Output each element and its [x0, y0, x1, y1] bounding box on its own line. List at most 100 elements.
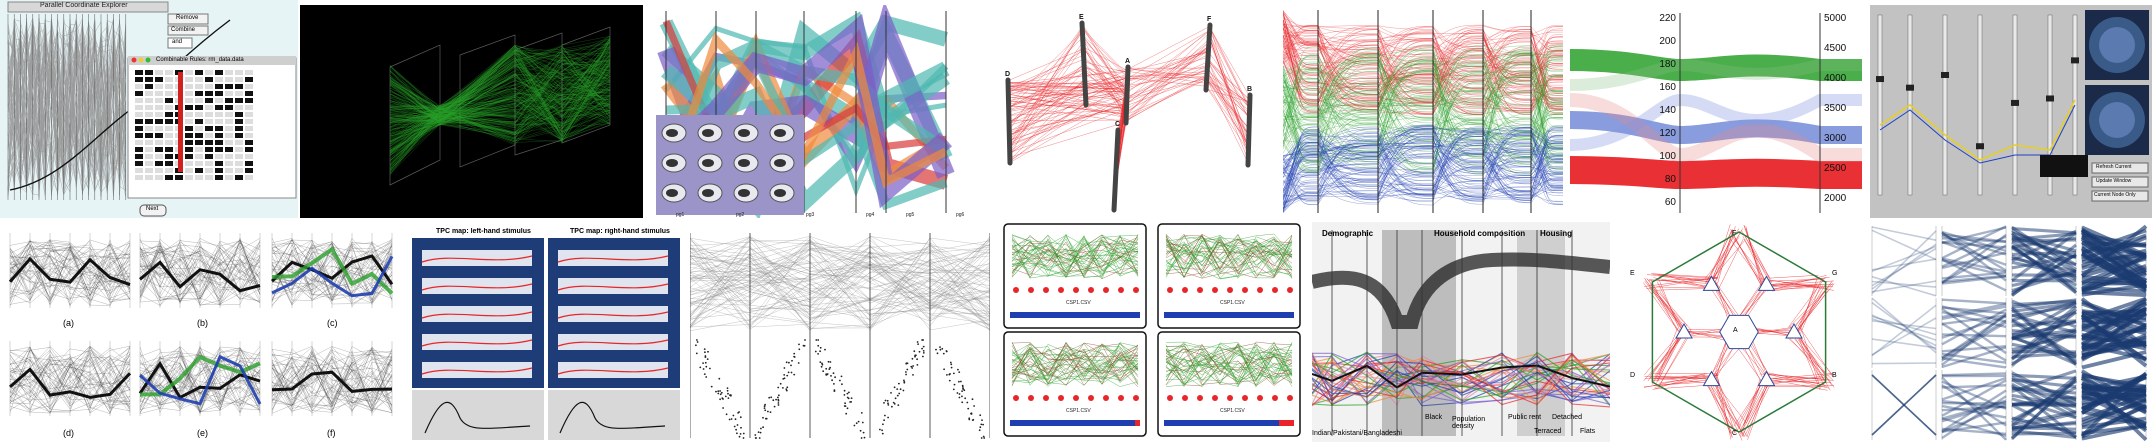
- label-a: (a): [63, 318, 74, 328]
- remove-button[interactable]: Remove: [176, 15, 199, 21]
- density-canvas: [1870, 224, 2148, 442]
- current-node-only-button[interactable]: Current Node Only: [2094, 192, 2136, 198]
- right-tick-label: 5000: [1824, 13, 1847, 24]
- left-tick-label: 160: [1659, 82, 1676, 93]
- density-cell: [1870, 226, 1938, 296]
- rules-grid: [135, 70, 253, 180]
- right-tick-label: 4000: [1824, 73, 1847, 84]
- ribbon-axis-labels: pg1 pg2 pg3 pg4 pg5 pg6: [676, 212, 965, 218]
- header-housing: Housing: [1540, 229, 1572, 238]
- density-cell: [1870, 298, 1938, 368]
- rgb-canvas: [1283, 10, 1563, 214]
- left-tick-label: 180: [1659, 59, 1676, 70]
- label-population-density: Population density: [1452, 416, 1486, 430]
- next-button[interactable]: Next: [146, 206, 159, 212]
- hex-shapes: [1651, 231, 1827, 433]
- tpc-left-title: TPC map: left-hand stimulus: [436, 228, 531, 235]
- pc-scatter-canvas: [690, 233, 990, 439]
- density-cell: [1870, 370, 1938, 440]
- right-tick-label: 3000: [1824, 133, 1847, 144]
- left-tick-label: 100: [1659, 151, 1676, 162]
- 3d-green-lines: [389, 35, 611, 176]
- box-caption: CSP1.CSV: [1220, 300, 1245, 306]
- panel-parallel-coordinate-explorer: Parallel Coordinate Explorer Remove Comb…: [0, 0, 298, 218]
- label-detached: Detached: [1552, 414, 1582, 421]
- census-canvas: [1312, 222, 1610, 442]
- image-pc-canvas: [1870, 5, 2152, 218]
- ribbon-axis-label: pg6: [956, 212, 965, 218]
- boxes: CSP1.CSV CSP1.CSV CSP1.CSV CSP1.CSV: [1003, 223, 1301, 437]
- panel-smooth-ribbons: 220 200 180 160 140 120 100 80 60 5000 4500 4000 35…: [1570, 5, 1862, 218]
- density-cell: [1940, 226, 2008, 296]
- box-caption: CSP1.CSV: [1066, 408, 1091, 414]
- update-window-button[interactable]: Update Window: [2096, 178, 2132, 184]
- panel-rgb-bundled: [1283, 5, 1563, 218]
- right-tick-label: 2500: [1824, 163, 1847, 174]
- operator-select[interactable]: and: [172, 39, 183, 45]
- right-tick-label: 4500: [1824, 43, 1847, 54]
- panel-red-3d-axes: D E A C F B: [1000, 5, 1265, 218]
- label-black: Black: [1425, 414, 1443, 421]
- axis-label: B: [1247, 86, 1252, 93]
- box-caption: CSP1.CSV: [1220, 408, 1245, 414]
- box-caption: CSP1.CSV: [1066, 300, 1091, 306]
- four-boxes-canvas: CSP1.CSV CSP1.CSV CSP1.CSV CSP1.CSV: [1003, 223, 1301, 437]
- panel-four-boxes: CSP1.CSV CSP1.CSV CSP1.CSV CSP1.CSV: [1002, 222, 1304, 442]
- label-c: (c): [327, 318, 338, 328]
- panel-3d-parallel-coordinates: [300, 5, 643, 218]
- panel-pc-scatter: [690, 228, 990, 442]
- panel-ribbon-parallel-coordinates: pg1 pg2 pg3 pg4 pg5 pg6: [656, 5, 992, 218]
- ribbon-axis-label: pg3: [806, 212, 815, 218]
- scatter-points: [695, 339, 986, 439]
- glyph-cells: [661, 123, 795, 203]
- header-household: Household composition: [1434, 229, 1526, 238]
- node-d: D: [1630, 372, 1636, 379]
- ribbon-axis-label: pg5: [906, 212, 915, 218]
- label-public-rent: Public rent: [1508, 414, 1542, 421]
- right-ticks: 5000 4500 4000 3500 3000 2500 2000: [1824, 13, 1847, 204]
- left-tick-label: 140: [1659, 105, 1676, 116]
- explorer-title: Parallel Coordinate Explorer: [40, 2, 128, 9]
- axis-label: F: [1207, 16, 1212, 23]
- tpc-rows: [421, 250, 669, 378]
- tpc-canvas: [412, 238, 680, 440]
- combine-label: Combine: [171, 27, 196, 33]
- node-e: E: [1630, 270, 1635, 277]
- right-tick-label: 3500: [1824, 103, 1847, 114]
- density-cell: [1940, 298, 2008, 368]
- panel-density-grid: [1868, 222, 2152, 442]
- left-tick-label: 220: [1659, 13, 1676, 24]
- six-grid-canvas: [8, 233, 394, 416]
- node-g: G: [1832, 270, 1838, 277]
- six-grid-cells: [8, 233, 394, 416]
- density-cell: [1940, 370, 2008, 440]
- axis-label: C: [1115, 121, 1120, 128]
- panel-hex-network: F G B C D E A: [1620, 222, 1858, 442]
- red-axes-canvas: D E A C F B: [1005, 14, 1253, 213]
- rgb-lines: [1283, 10, 1563, 214]
- axis-label: E: [1079, 14, 1084, 21]
- left-ticks: 220 200 180 160 140 120 100 80 60: [1659, 13, 1676, 208]
- header-demographic: Demographic: [1322, 229, 1374, 238]
- left-tick-label: 80: [1665, 174, 1677, 185]
- smooth-bands: [1570, 49, 1862, 190]
- grey-lines: [690, 233, 990, 438]
- red-lines: [1007, 23, 1251, 209]
- panel-six-grid: (a) (b) (c) (d) (e) (f): [5, 228, 403, 442]
- panel-tpc-maps: TPC map: left-hand stimulus TPC map: rig…: [410, 228, 682, 442]
- label-flats: Flats: [1580, 428, 1596, 435]
- ribbon-canvas: pg1 pg2 pg3 pg4 pg5 pg6: [656, 5, 965, 218]
- node-c: C: [1732, 430, 1738, 437]
- refresh-current-button[interactable]: Refresh Current: [2096, 164, 2132, 170]
- axis-label: D: [1005, 71, 1010, 78]
- left-tick-label: 200: [1659, 36, 1676, 47]
- ribbon-axis-label: pg1: [676, 212, 685, 218]
- explorer-canvas: [7, 1, 297, 217]
- label-e: (e): [197, 428, 208, 438]
- 3d-canvas: [389, 26, 611, 186]
- explorer-lines: [7, 14, 127, 200]
- left-tick-label: 60: [1665, 197, 1677, 208]
- hex-canvas: [1643, 224, 1835, 441]
- label-terraced: Terraced: [1534, 428, 1562, 435]
- left-tick-label: 120: [1659, 128, 1676, 139]
